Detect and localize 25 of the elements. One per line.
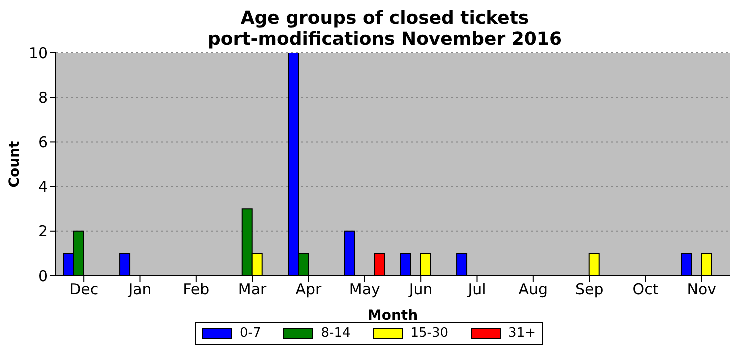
x-tick-label: Dec [70, 280, 99, 299]
chart-title: Age groups of closed tickets port-modifications November 2016 [207, 8, 563, 50]
x-tick-label: Jan [128, 280, 152, 299]
legend-label: 31+ [508, 326, 536, 341]
x-tick-label: Jul [467, 280, 486, 299]
y-tick-label: 2 [38, 222, 48, 241]
legend-label: 8-14 [321, 326, 351, 341]
legend-label: 15-30 [410, 326, 449, 341]
x-tick-label: Sep [575, 280, 604, 299]
x-tick-label: Nov [687, 280, 717, 299]
x-tick-label: Oct [632, 280, 659, 299]
x-tick-label: Apr [296, 280, 323, 299]
x-tick-label: Mar [238, 280, 268, 299]
y-tick-label: 8 [38, 88, 48, 107]
y-tick-label: 10 [28, 44, 48, 62]
x-tick-label: Jun [408, 280, 433, 299]
x-axis-title: Month [368, 308, 418, 324]
y-tick-label: 0 [38, 267, 48, 286]
legend-label: 0-7 [240, 326, 262, 341]
x-tick-label: May [349, 280, 381, 299]
y-axis-title: Count [6, 140, 23, 188]
x-tick-label: Aug [518, 280, 548, 299]
y-tick-label: 6 [38, 134, 48, 152]
x-tick-label: Feb [183, 280, 210, 299]
y-tick-label: 4 [38, 178, 48, 196]
